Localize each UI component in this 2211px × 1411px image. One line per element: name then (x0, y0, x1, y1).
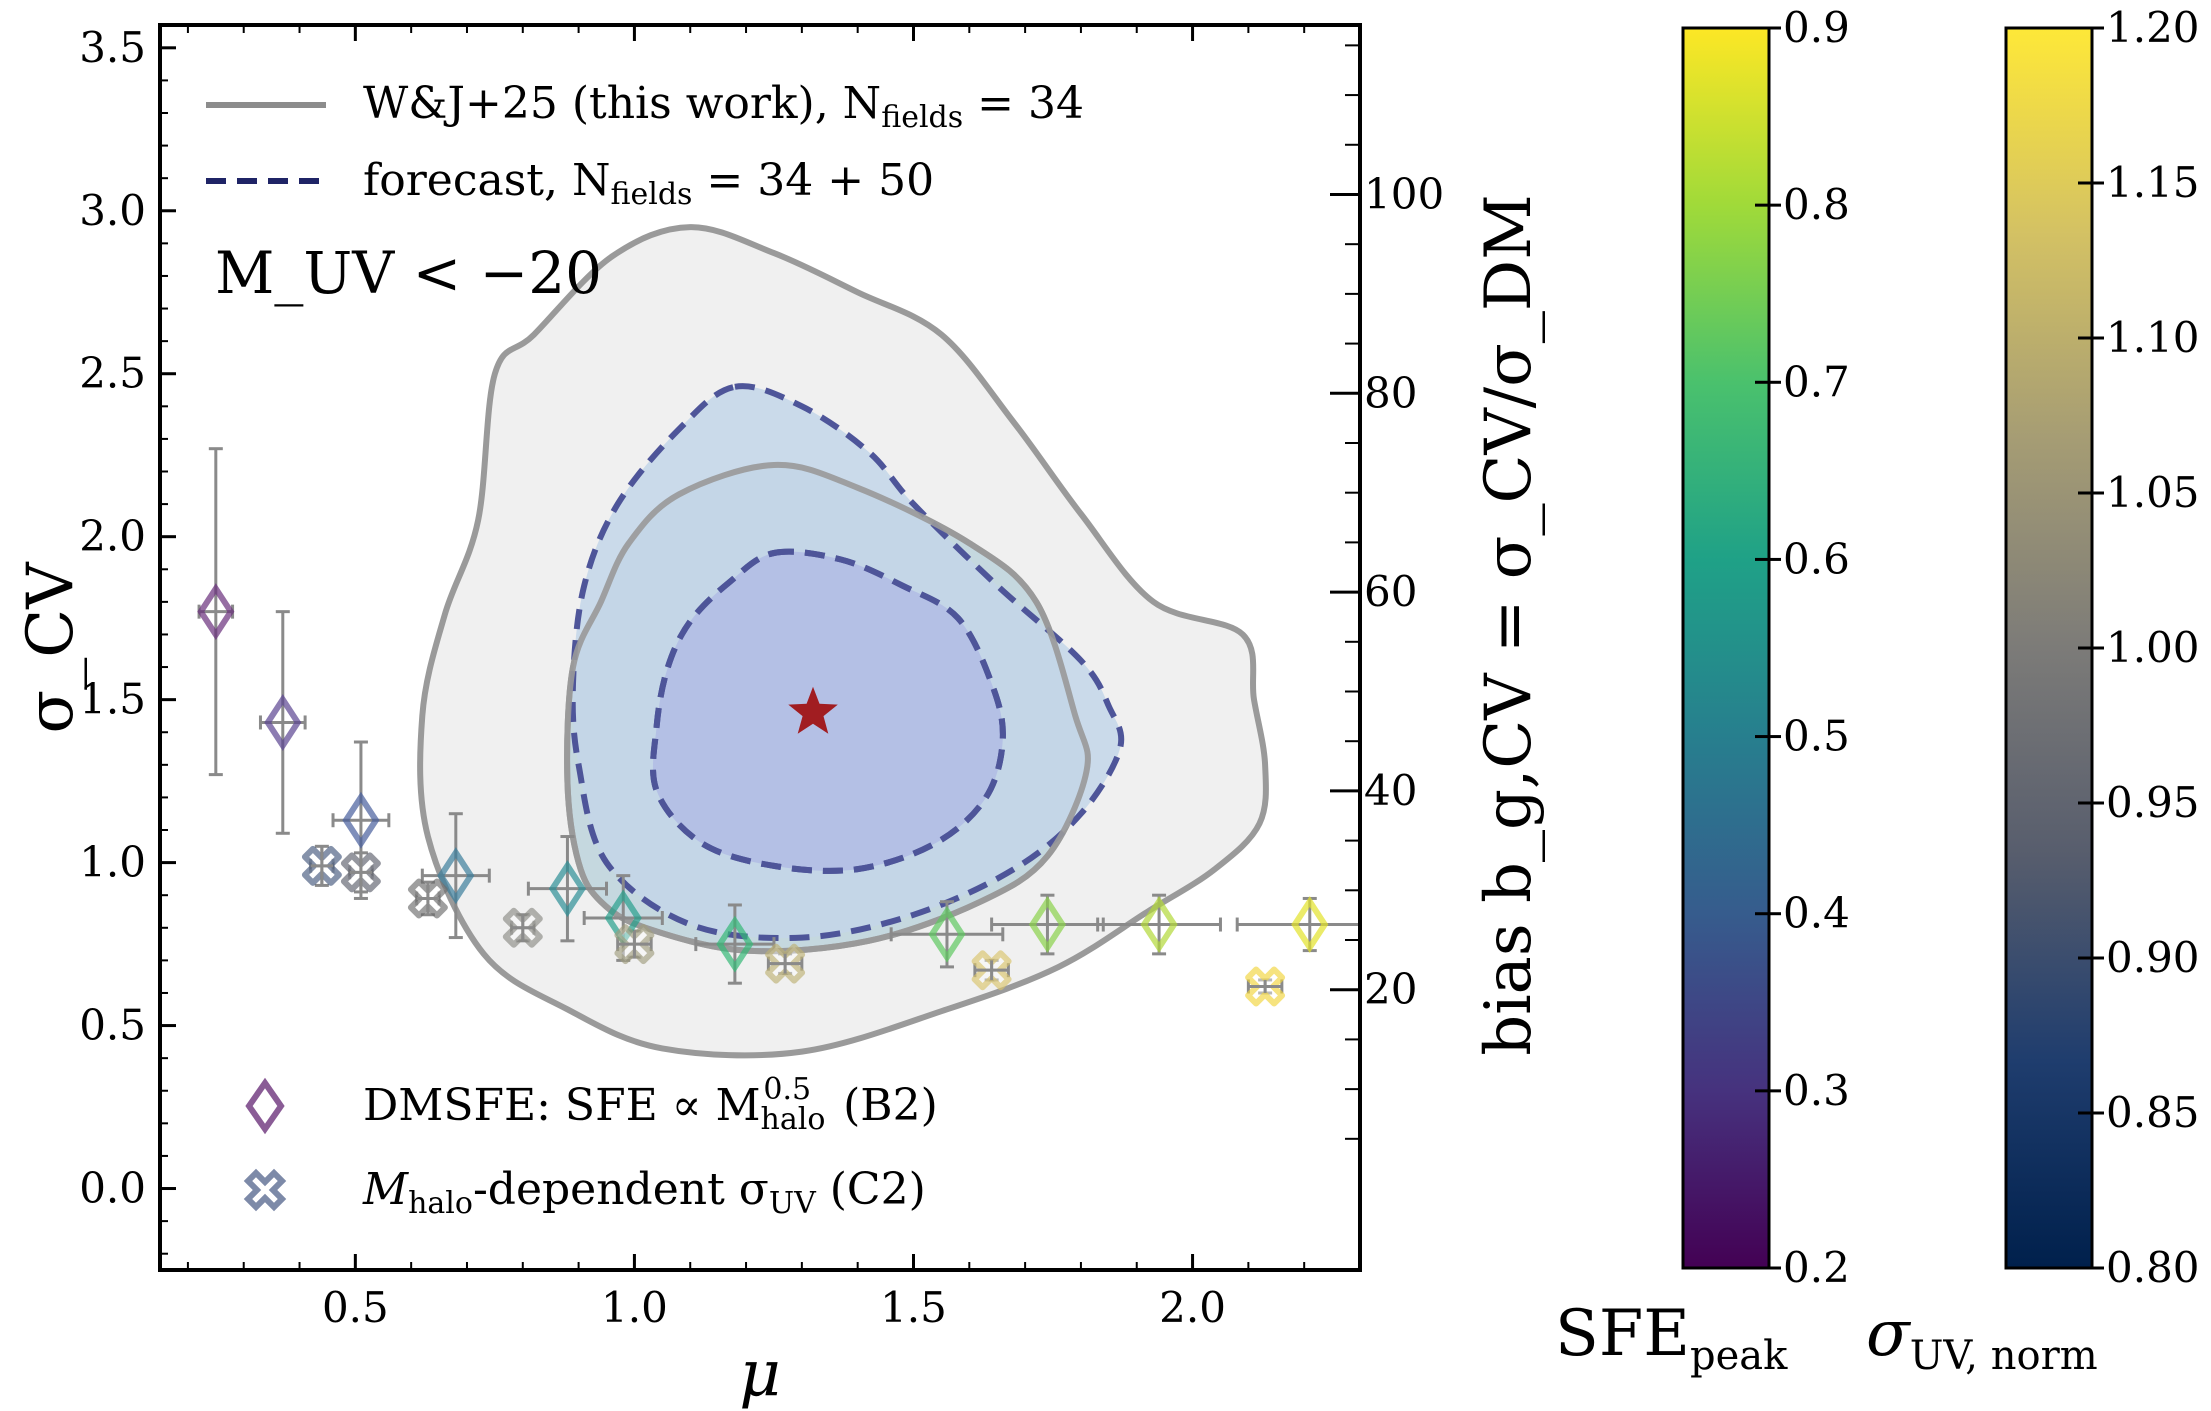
legend-dmsfe: DMSFE: SFE ∝ Mhalo0.5 (B2) (363, 1072, 938, 1137)
diamond-marker-0-3 (437, 847, 475, 905)
y-tick-label: 1.0 (79, 838, 146, 887)
legend-this-work: W&J+25 (this work), Nfields = 34 (363, 78, 1084, 135)
colorbar-tick-label: 0.80 (2106, 1243, 2200, 1292)
y-tick-label: 3.0 (79, 186, 146, 235)
colorbar-tick-label: 0.3 (1783, 1066, 1850, 1115)
colorbar-tick-label: 1.05 (2106, 468, 2200, 517)
x-tick-label: 0.5 (322, 1283, 389, 1332)
colorbar-tick-label: 0.9 (1783, 3, 1850, 52)
colorbar-tick-label: 1.00 (2106, 623, 2200, 672)
legend-diamond-marker (245, 1077, 285, 1135)
right-tick-label: 40 (1364, 766, 1417, 815)
diamond-marker-0-6 (716, 915, 754, 973)
magnitude-cut-annotation: M_UV < −20 (215, 239, 602, 307)
diamond-marker-0-1 (264, 693, 302, 751)
right-y-axis-label: bias b_g,CV = σ_CV/σ_DM (1472, 194, 1546, 1056)
colorbar-tick-label: 0.7 (1783, 357, 1850, 406)
diamond-marker-0-2 (342, 791, 380, 849)
colorbar-sigma-bar (2004, 26, 2094, 1270)
right-tick-label: 20 (1364, 965, 1417, 1014)
colorbar-tick-label: 0.95 (2106, 778, 2200, 827)
diamond-marker-0-7 (928, 905, 966, 963)
model-markers (197, 583, 1329, 1007)
x-tick-label: 2.0 (1159, 1283, 1226, 1332)
colorbar-tick-label: 0.5 (1783, 712, 1850, 761)
colorbar-tick-label: 0.85 (2106, 1088, 2200, 1137)
colorbar-tick-label: 0.90 (2106, 933, 2200, 982)
diamond-marker-0-0 (197, 583, 235, 641)
diamond-marker-0-9 (1140, 896, 1178, 954)
legend-lower: DMSFE: SFE ∝ Mhalo0.5 (B2) Mhalo-depende… (243, 1072, 938, 1221)
diamond-marker-0-4 (548, 860, 587, 918)
axis-ticks: 0.5 1.0 1.5 2.0 0.0 0.5 1.0 1.5 2.0 2.5 3.0 3.5 20 40… (79, 23, 1444, 1332)
colorbar-tick-label: 1.10 (2106, 313, 2200, 362)
legend-upper: W&J+25 (this work), Nfields = 34 forecas… (206, 78, 1084, 212)
main-plot: 0.5 1.0 1.5 2.0 0.0 0.5 1.0 1.5 2.0 2.5 3.0 3.5 20 40… (14, 23, 1546, 1411)
colorbar-sigma-ticks: 0.80 0.85 0.90 0.95 1.00 1.05 1.10 1.15 1.20 (2078, 3, 2200, 1292)
contour-forecast-inner-outline (650, 548, 1006, 874)
colorbar-tick-label: 0.2 (1783, 1243, 1850, 1292)
y-tick-label: 2.0 (79, 512, 146, 561)
colorbar-tick-label: 0.8 (1783, 180, 1850, 229)
colorbar-tick-label: 1.15 (2106, 158, 2200, 207)
y-tick-label: 3.5 (79, 23, 146, 72)
colorbar-tick-label: 0.4 (1783, 889, 1850, 938)
colorbar-tick-label: 0.6 (1783, 534, 1850, 583)
right-tick-label: 80 (1364, 368, 1417, 417)
colorbar-sfe: 0.2 0.3 0.4 0.5 0.6 0.7 0.8 0.9 SFEpeak (1555, 3, 1850, 1379)
colorbar-sigma-label: σUV, norm (1866, 1297, 2098, 1379)
legend-forecast: forecast, Nfields = 34 + 50 (363, 155, 934, 212)
colorbar-sigma-uv: 0.80 0.85 0.90 0.95 1.00 1.05 1.10 1.15 1.20 σUV… (1866, 3, 2200, 1379)
colorbar-sfe-ticks: 0.2 0.3 0.4 0.5 0.6 0.7 0.8 0.9 (1755, 3, 1850, 1292)
right-tick-label: 100 (1364, 169, 1444, 218)
x-tick-label: 1.0 (601, 1283, 668, 1332)
y-tick-label: 0.5 (79, 1001, 146, 1050)
colorbar-sfe-bar (1681, 26, 1771, 1270)
diamond-marker-0-10 (1291, 896, 1329, 954)
x-tick-label: 1.5 (880, 1283, 947, 1332)
legend-cross-marker (243, 1168, 287, 1212)
right-tick-label: 60 (1364, 567, 1417, 616)
legend-mhalo-sigma: Mhalo-dependent σUV (C2) (362, 1164, 926, 1221)
y-tick-label: 2.5 (79, 349, 146, 398)
colorbar-tick-label: 1.20 (2106, 3, 2200, 52)
diamond-marker-0-8 (1028, 896, 1067, 954)
y-tick-label: 0.0 (79, 1164, 146, 1213)
colorbar-sfe-label: SFEpeak (1555, 1297, 1788, 1379)
plot-frame (158, 23, 1362, 1272)
y-tick-label: 1.5 (79, 675, 146, 724)
best-fit-star (788, 686, 838, 734)
x-axis-label: μ (739, 1337, 781, 1411)
y-axis-label: σ_CV (14, 561, 88, 734)
